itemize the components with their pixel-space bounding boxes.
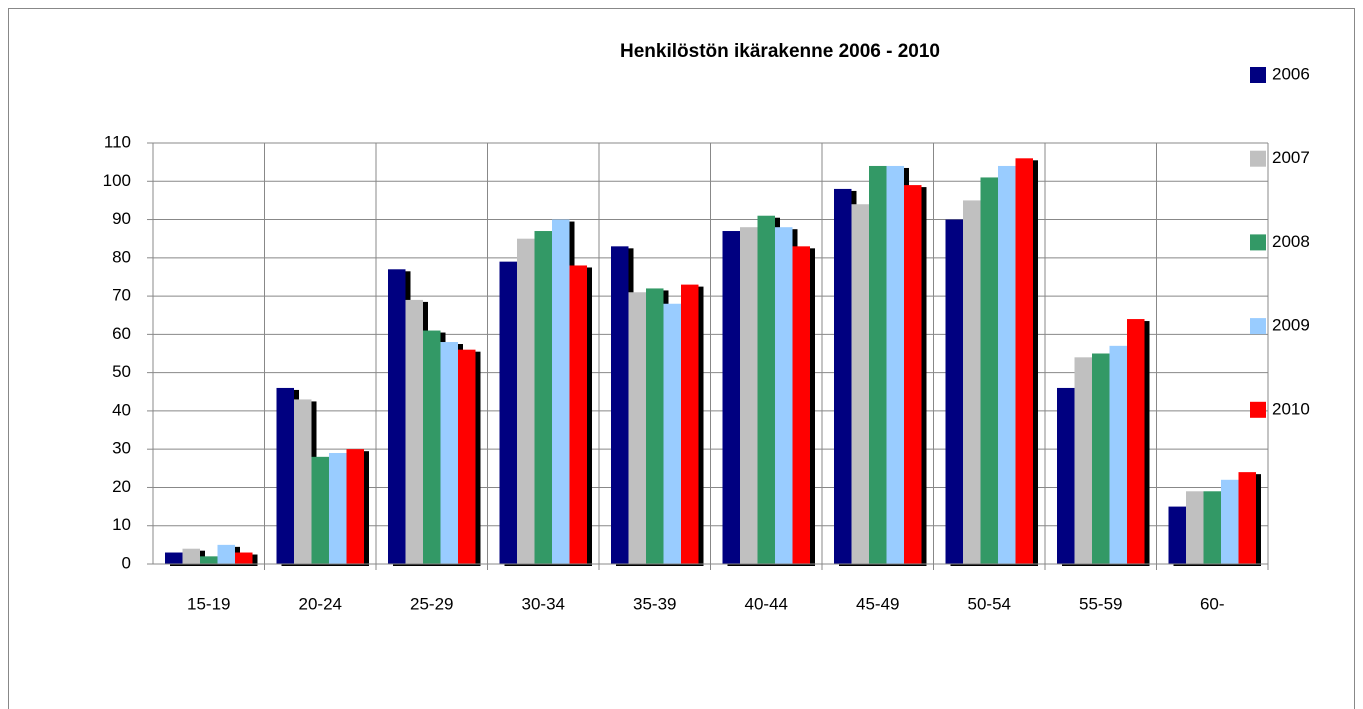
y-tick-label: 30 (112, 439, 131, 458)
bar (1221, 479, 1239, 564)
bar (200, 556, 218, 564)
y-tick-label: 100 (103, 171, 131, 190)
bar (165, 552, 183, 564)
bar (757, 215, 775, 564)
legend-swatch (1250, 150, 1266, 167)
bar (611, 246, 629, 564)
bar (740, 227, 758, 564)
legend-swatch (1250, 67, 1266, 83)
bar (1015, 158, 1033, 565)
bar (1092, 353, 1110, 564)
bar (423, 330, 441, 564)
legend-swatch (1250, 401, 1266, 418)
bar (869, 165, 887, 565)
bar (1109, 345, 1127, 564)
y-tick-label: 50 (112, 362, 131, 381)
y-tick-label: 0 (122, 553, 131, 572)
bar (1203, 491, 1221, 564)
bar (311, 456, 329, 564)
bar (517, 238, 535, 564)
y-tick-label: 90 (112, 209, 131, 228)
bar (217, 544, 235, 564)
bar (552, 219, 570, 564)
bar (722, 231, 740, 564)
x-tick-label: 55-59 (1079, 594, 1122, 613)
bar (458, 349, 476, 564)
y-tick-label: 10 (112, 515, 131, 534)
bar (569, 265, 587, 564)
bar (834, 188, 852, 564)
x-tick-label: 35-39 (633, 594, 676, 613)
bar (980, 177, 998, 565)
bar (405, 299, 423, 564)
bar (329, 453, 347, 564)
legend-label: 2010 (1272, 399, 1310, 418)
bar (1057, 387, 1075, 564)
legend-label: 2006 (1272, 64, 1310, 83)
bar (963, 200, 981, 564)
bar (628, 292, 646, 564)
bar (1127, 319, 1145, 564)
y-tick-label: 80 (112, 247, 131, 266)
legend-label: 2008 (1272, 232, 1310, 251)
bar (886, 165, 904, 565)
bar (851, 204, 869, 564)
bar (904, 185, 922, 564)
bar (945, 219, 963, 564)
bar (182, 548, 200, 564)
bar (499, 261, 517, 564)
bar (294, 399, 312, 564)
y-tick-label: 70 (112, 286, 131, 305)
x-tick-label: 20-24 (299, 594, 342, 613)
bar (663, 303, 681, 564)
x-tick-label: 45-49 (856, 594, 899, 613)
x-tick-label: 30-34 (522, 594, 565, 613)
bar (998, 165, 1016, 565)
bar (276, 387, 294, 564)
legend-swatch (1250, 318, 1266, 335)
chart-title: Henkilöstön ikärakenne 2006 - 2010 (620, 41, 940, 62)
bar (1168, 506, 1186, 564)
bar (792, 246, 810, 564)
y-tick-label: 110 (104, 132, 131, 151)
legend-label: 2007 (1272, 148, 1310, 167)
y-tick-label: 40 (112, 400, 131, 419)
legend-swatch (1250, 234, 1266, 251)
bar (534, 231, 552, 564)
bar (775, 227, 793, 564)
x-tick-label: 50-54 (968, 594, 1011, 613)
x-tick-label: 40-44 (745, 594, 788, 613)
x-tick-label: 60- (1200, 594, 1225, 613)
bar (1186, 491, 1204, 564)
x-tick-label: 15-19 (187, 594, 230, 613)
bar (440, 342, 458, 564)
legend-label: 2009 (1272, 316, 1310, 335)
x-tick-label: 25-29 (410, 594, 453, 613)
y-tick-label: 20 (112, 477, 131, 496)
bar (1238, 472, 1256, 564)
bar (235, 552, 253, 564)
bar (346, 449, 364, 564)
bar (681, 284, 699, 564)
bar (646, 288, 664, 564)
y-tick-label: 60 (112, 324, 131, 343)
bar (388, 269, 406, 564)
bar (1074, 357, 1092, 564)
